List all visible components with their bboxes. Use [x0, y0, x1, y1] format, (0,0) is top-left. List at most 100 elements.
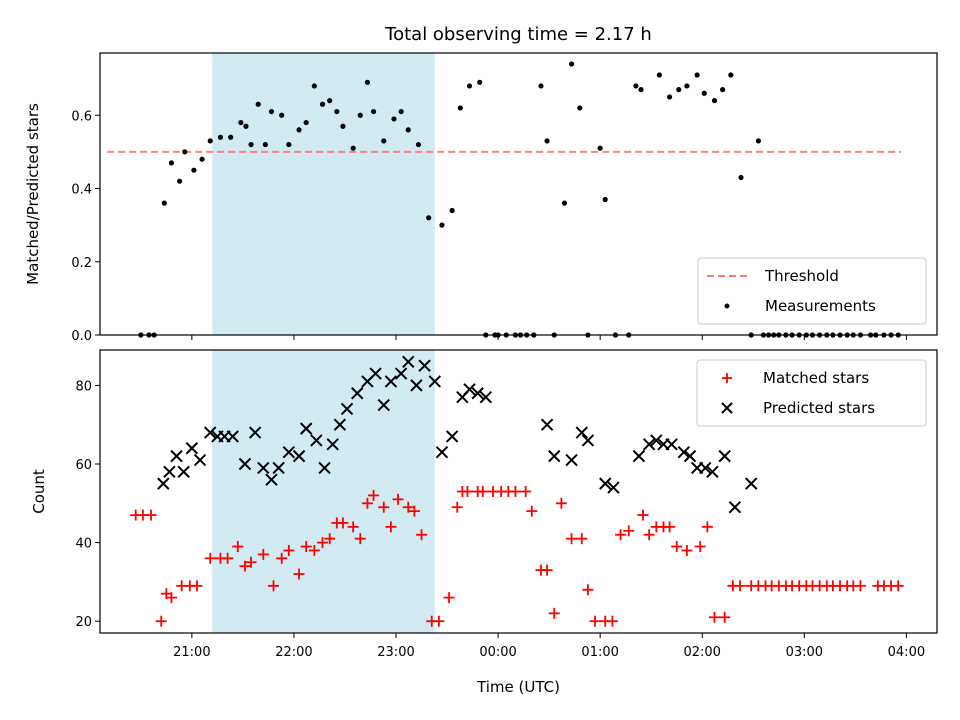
- measurement-point: [286, 141, 292, 148]
- matched-star-point: [368, 489, 380, 501]
- x-tick-label: 23:00: [377, 645, 414, 660]
- ratio-y-tick-label: 0.6: [71, 109, 92, 124]
- measurement-point: [466, 83, 473, 89]
- measurement-point: [398, 108, 404, 115]
- matched-star-point: [378, 501, 390, 513]
- x-tick-label: 04:00: [888, 645, 925, 660]
- matched-star-point: [681, 544, 693, 556]
- matched-star-point: [276, 552, 288, 564]
- measurement-point: [364, 79, 371, 85]
- matched-star-point: [347, 521, 359, 533]
- matched-star-point: [734, 580, 746, 592]
- ratio-legend-box: [697, 257, 927, 325]
- predicted-star-point: [665, 438, 678, 451]
- measurement-point: [357, 112, 363, 118]
- legend-measurements-label: Measurements: [765, 297, 876, 315]
- x-tick-label: 21:00: [173, 645, 210, 660]
- measurement-point: [602, 196, 608, 203]
- predicted-star-point: [650, 434, 663, 447]
- measurement-point: [720, 87, 726, 93]
- predicted-star-point: [463, 383, 476, 396]
- matched-star-point: [443, 592, 455, 604]
- predicted-star-point: [333, 418, 347, 431]
- x-tick-label: 01:00: [581, 645, 618, 660]
- x-tick-label: 00:00: [479, 645, 516, 660]
- matched-star-point: [324, 533, 336, 545]
- legend-predicted-label: Predicted stars: [763, 399, 875, 417]
- matched-star-point: [643, 529, 655, 541]
- predicted-star-point: [410, 379, 423, 392]
- count-panel-frame: [99, 349, 938, 634]
- measurement-point: [319, 101, 326, 107]
- predicted-star-point: [204, 426, 217, 439]
- matched-star-point: [582, 584, 594, 596]
- measurement-point: [577, 105, 583, 111]
- measurement-point: [439, 222, 445, 228]
- matched-star-point: [566, 533, 578, 545]
- predicted-star-point: [340, 402, 354, 416]
- count-x-ticks: 21:00 22:00 23:00 00:00 01:00 02:00 03:00 04:00: [173, 633, 925, 660]
- matched-star-point: [719, 611, 731, 623]
- matched-star-point: [385, 521, 397, 533]
- predicted-star-point: [683, 449, 697, 463]
- matched-star-point: [232, 541, 244, 553]
- measurement-point: [405, 127, 411, 133]
- measurement-point: [334, 108, 340, 115]
- predicted-star-point: [226, 430, 239, 443]
- observing-window-span: [212, 350, 435, 633]
- predicted-star-point: [384, 375, 398, 388]
- count-y-tick-label: 20: [75, 615, 92, 630]
- matched-stars-markers: [130, 486, 904, 627]
- predicted-star-point: [581, 434, 595, 447]
- matched-star-point: [555, 497, 567, 509]
- predicted-star-point: [479, 390, 493, 404]
- matched-star-point: [145, 509, 157, 521]
- count-panel: 20 40 60 80 21:00 22:00 23:00 00:00 01:00 02:00 0…: [30, 349, 938, 696]
- matched-star-point: [664, 521, 676, 533]
- matched-star-point: [701, 521, 713, 533]
- measurement-point: [755, 138, 761, 144]
- measurement-point: [415, 141, 422, 148]
- count-legend-box: [696, 359, 927, 427]
- measurement-point: [656, 72, 662, 78]
- ratio-y-ticks: 0.0 0.2 0.4 0.6: [71, 109, 100, 344]
- measurement-point: [684, 83, 690, 89]
- predicted-star-point: [157, 477, 170, 490]
- measurement-point: [711, 98, 718, 104]
- measurement-point: [391, 116, 397, 122]
- measurement-point: [168, 160, 175, 166]
- predicted-star-point: [706, 465, 719, 479]
- predicted-star-point: [257, 461, 270, 475]
- predicted-star-point: [745, 477, 758, 490]
- predicted-star-point: [282, 445, 296, 459]
- matched-star-point: [548, 607, 560, 619]
- measurement-point: [228, 134, 234, 140]
- measurement-point: [303, 119, 309, 126]
- measurement-point: [676, 87, 682, 93]
- ratio-y-tick-label: 0.2: [71, 256, 92, 271]
- matched-star-point: [526, 505, 538, 517]
- legend-matched-swatch: [722, 373, 732, 383]
- observing-window-span: [212, 53, 435, 335]
- measurement-point: [199, 156, 205, 162]
- predicted-star-point: [326, 438, 339, 451]
- matched-star-point: [477, 486, 489, 497]
- measurement-point: [381, 138, 387, 144]
- matched-star-point: [204, 552, 216, 564]
- ratio-y-axis-label: Matched/Predicted stars: [24, 103, 42, 285]
- measurement-point: [311, 83, 317, 89]
- legend-matched-marker: [722, 373, 732, 383]
- predicted-star-point: [607, 481, 620, 494]
- measurement-point: [426, 215, 432, 221]
- count-y-tick-label: 40: [75, 537, 92, 552]
- predicted-star-point: [272, 461, 285, 475]
- predicted-star-point: [540, 418, 554, 431]
- measurement-point: [477, 79, 483, 85]
- matched-star-point: [191, 580, 203, 592]
- legend-measurements-swatch: [724, 303, 730, 309]
- predicted-star-point: [394, 367, 408, 380]
- legend-matched-label: Matched stars: [763, 369, 869, 387]
- ratio-panel: 0.0 0.2 0.4 0.6 Total observing time = 2.17…: [24, 24, 938, 344]
- matched-star-point: [293, 568, 305, 580]
